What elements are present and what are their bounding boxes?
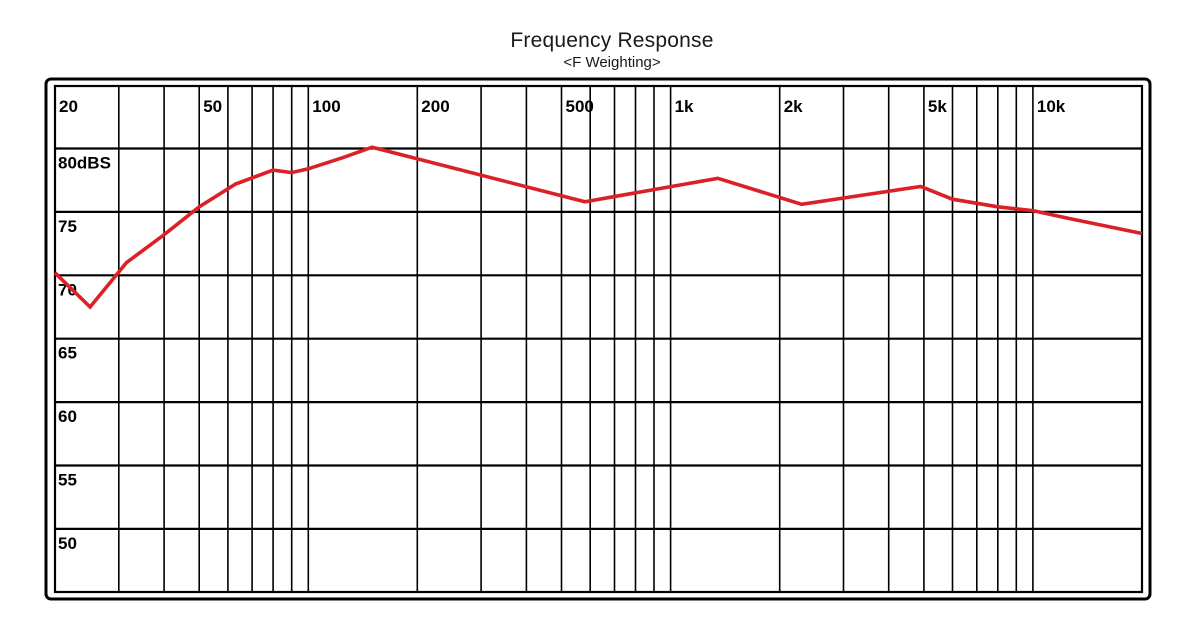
x-tick-label: 50 (203, 97, 222, 116)
response-curve (53, 145, 1143, 310)
y-tick-label: 50 (58, 534, 77, 553)
chart-title: Frequency Response (510, 29, 714, 52)
chart-subtitle: <F Weighting> (563, 54, 661, 71)
y-tick-label: 65 (58, 344, 77, 363)
y-tick-label: 60 (58, 407, 77, 426)
chart-outer-border (44, 77, 1152, 601)
chart-header: Frequency Response <F Weighting> (12, 29, 1200, 72)
x-tick-label: 1k (675, 97, 694, 116)
y-tick-label: 55 (58, 471, 77, 490)
y-tick-label: 70 (58, 280, 77, 299)
x-tick-label: 500 (566, 97, 594, 116)
x-tick-label: 100 (312, 97, 340, 116)
y-tick-label: 80dBS (58, 154, 111, 173)
x-tick-label: 200 (421, 97, 449, 116)
x-tick-label: 20 (59, 97, 78, 116)
x-tick-label: 10k (1037, 97, 1066, 116)
y-tick-label: 75 (58, 217, 77, 236)
x-tick-label: 2k (784, 97, 803, 116)
x-tick-label: 5k (928, 97, 947, 116)
plot-area-border (53, 84, 1144, 594)
